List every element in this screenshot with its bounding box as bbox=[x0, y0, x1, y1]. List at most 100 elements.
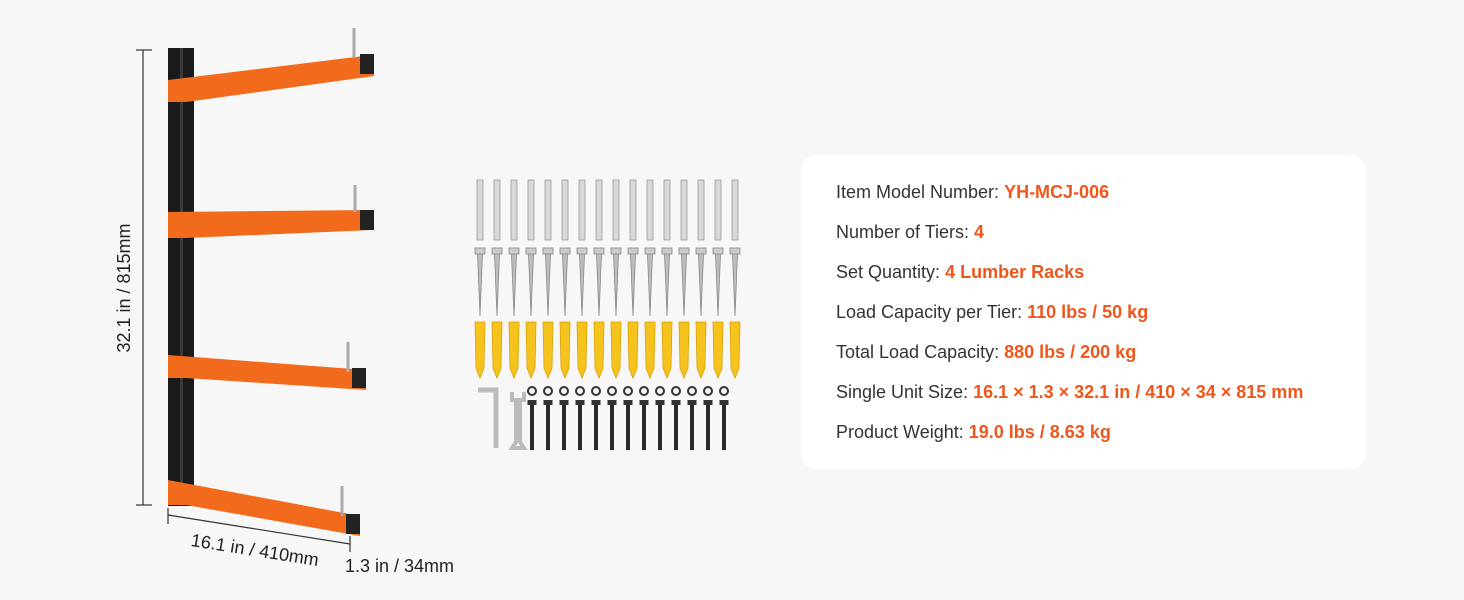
screw-head bbox=[491, 247, 503, 255]
rod bbox=[697, 179, 705, 241]
anchor bbox=[627, 321, 639, 380]
anchor bbox=[593, 321, 605, 380]
washer bbox=[719, 386, 729, 396]
post-highlight bbox=[180, 48, 183, 506]
screw-head bbox=[610, 247, 622, 255]
rod bbox=[493, 179, 501, 241]
rod bbox=[663, 179, 671, 241]
rod bbox=[731, 179, 739, 241]
screw bbox=[630, 253, 636, 317]
screw bbox=[732, 253, 738, 317]
bolt-head bbox=[719, 400, 729, 405]
spec-card: Item Model Number: YH-MCJ-006 Number of Ti… bbox=[801, 155, 1366, 469]
anchor bbox=[576, 321, 588, 380]
rod bbox=[595, 179, 603, 241]
bolt bbox=[594, 405, 598, 450]
screw-head bbox=[576, 247, 588, 255]
bolt bbox=[690, 405, 694, 450]
bolt-head bbox=[703, 400, 713, 405]
bolt bbox=[530, 405, 534, 450]
spec-value: YH-MCJ-006 bbox=[1004, 182, 1110, 202]
screw bbox=[477, 253, 483, 317]
spec-row: Item Model Number: YH-MCJ-006 bbox=[836, 179, 1366, 219]
washer bbox=[623, 386, 633, 396]
screw-head bbox=[729, 247, 741, 255]
anchor bbox=[525, 321, 537, 380]
anchor bbox=[678, 321, 690, 380]
spec-row: Single Unit Size: 16.1 × 1.3 × 32.1 in / … bbox=[836, 379, 1366, 419]
screw bbox=[647, 253, 653, 317]
rod bbox=[714, 179, 722, 241]
spec-row: Total Load Capacity: 880 lbs / 200 kg bbox=[836, 339, 1366, 379]
anchor bbox=[508, 321, 520, 380]
screw-head bbox=[525, 247, 537, 255]
arm-end bbox=[352, 368, 366, 388]
washer bbox=[607, 386, 617, 396]
spec-label: Number of Tiers: bbox=[836, 222, 970, 242]
washer bbox=[671, 386, 681, 396]
bolt-head bbox=[623, 400, 633, 405]
bolt bbox=[610, 405, 614, 450]
screw-head bbox=[593, 247, 605, 255]
bolt bbox=[722, 405, 726, 450]
screw-head bbox=[474, 247, 486, 255]
bolt bbox=[578, 405, 582, 450]
bolt-head bbox=[671, 400, 681, 405]
washer bbox=[639, 386, 649, 396]
screw bbox=[681, 253, 687, 317]
screw bbox=[494, 253, 500, 317]
bolt-head bbox=[591, 400, 601, 405]
bolt bbox=[626, 405, 630, 450]
screw bbox=[562, 253, 568, 317]
arms bbox=[168, 28, 374, 536]
rod bbox=[612, 179, 620, 241]
hardware-kit bbox=[474, 179, 741, 450]
anchor bbox=[610, 321, 622, 380]
spec-label: Total Load Capacity: bbox=[836, 342, 1000, 362]
anchor bbox=[542, 321, 554, 380]
height-label: 32.1 in / 815mm bbox=[114, 223, 134, 352]
spec-label: Item Model Number: bbox=[836, 182, 1000, 202]
spec-value: 4 Lumber Racks bbox=[945, 262, 1085, 282]
screw-head bbox=[508, 247, 520, 255]
washer bbox=[655, 386, 665, 396]
anchor bbox=[491, 321, 503, 380]
washer bbox=[575, 386, 585, 396]
spec-row: Set Quantity: 4 Lumber Racks bbox=[836, 259, 1366, 299]
anchor bbox=[729, 321, 741, 380]
screw-head bbox=[678, 247, 690, 255]
product-illustration: 32.1 in / 815mm 16.1 in / 410mm 1.3 in /… bbox=[114, 28, 741, 576]
bolt bbox=[546, 405, 550, 450]
spec-label: Single Unit Size: bbox=[836, 382, 969, 402]
anchor bbox=[661, 321, 673, 380]
bolt-head bbox=[655, 400, 665, 405]
bolt-head bbox=[575, 400, 585, 405]
rod bbox=[527, 179, 535, 241]
dimension-line bbox=[167, 514, 351, 545]
bolt bbox=[642, 405, 646, 450]
bolt bbox=[562, 405, 566, 450]
arm-end bbox=[346, 514, 360, 534]
bolt bbox=[658, 405, 662, 450]
screw-head bbox=[644, 247, 656, 255]
spec-value: 19.0 lbs / 8.63 kg bbox=[968, 422, 1111, 442]
arm bbox=[168, 480, 360, 536]
bolt bbox=[706, 405, 710, 450]
spec-value: 4 bbox=[974, 222, 985, 242]
screw bbox=[579, 253, 585, 317]
bolt-head bbox=[527, 400, 537, 405]
screw-head bbox=[695, 247, 707, 255]
depth-label: 1.3 in / 34mm bbox=[345, 556, 454, 576]
rod bbox=[561, 179, 569, 241]
anchor bbox=[695, 321, 707, 380]
rod bbox=[680, 179, 688, 241]
wrench bbox=[508, 392, 528, 450]
bolt-head bbox=[543, 400, 553, 405]
anchor bbox=[712, 321, 724, 380]
spec-value: 110 lbs / 50 kg bbox=[1027, 302, 1149, 322]
washer bbox=[591, 386, 601, 396]
spec-label: Set Quantity: bbox=[836, 262, 941, 282]
screw bbox=[698, 253, 704, 317]
spec-label: Load Capacity per Tier: bbox=[836, 302, 1023, 322]
